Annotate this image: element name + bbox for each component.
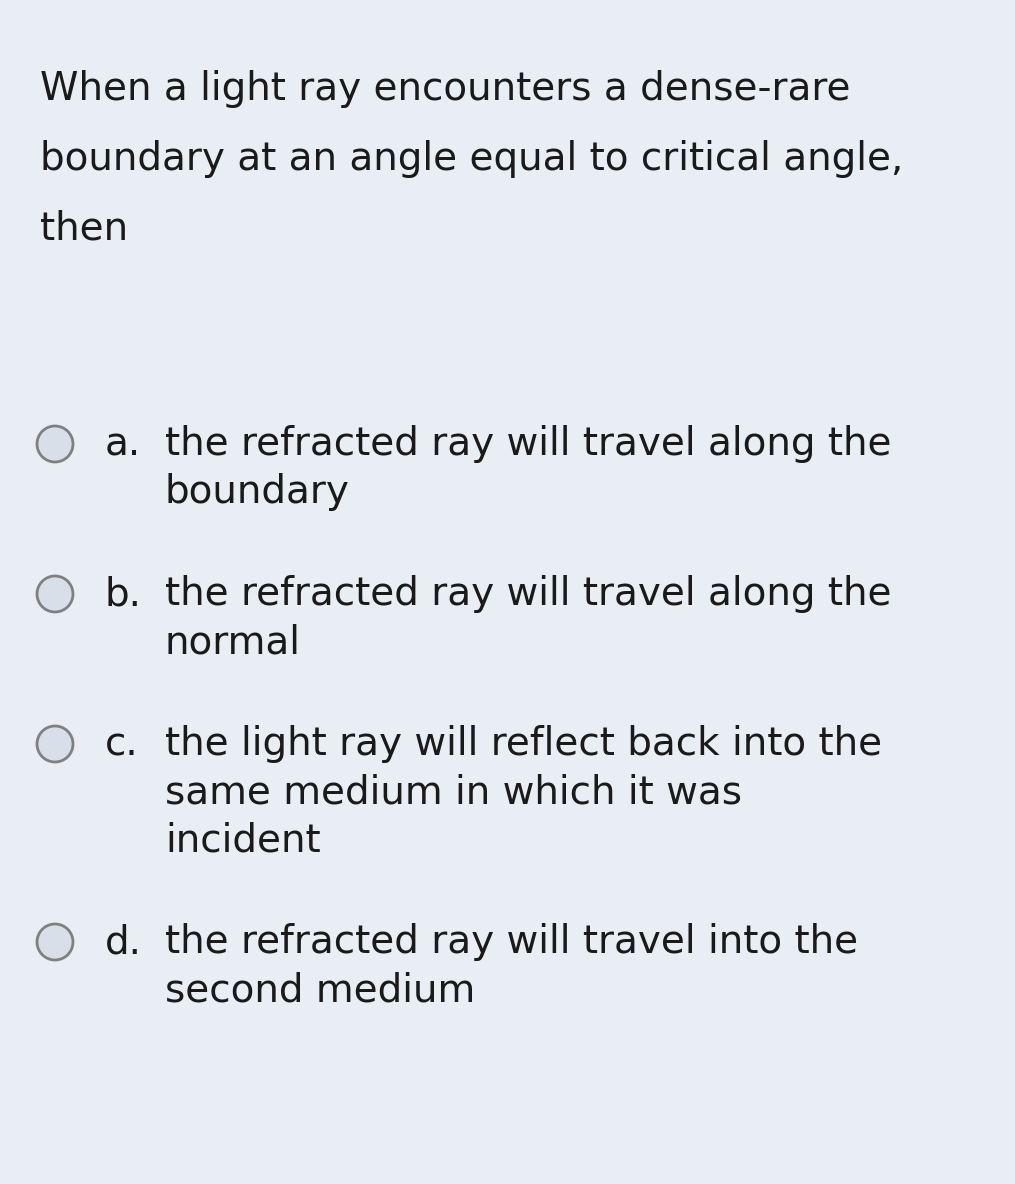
Text: d.: d. bbox=[105, 924, 142, 961]
Text: a.: a. bbox=[105, 425, 141, 463]
Text: same medium in which it was: same medium in which it was bbox=[165, 773, 742, 811]
Circle shape bbox=[37, 924, 73, 960]
Text: the light ray will reflect back into the: the light ray will reflect back into the bbox=[165, 725, 882, 762]
Circle shape bbox=[37, 575, 73, 612]
Text: then: then bbox=[40, 210, 128, 247]
Text: second medium: second medium bbox=[165, 971, 475, 1009]
Text: c.: c. bbox=[105, 725, 139, 762]
Text: the refracted ray will travel into the: the refracted ray will travel into the bbox=[165, 924, 858, 961]
Circle shape bbox=[37, 426, 73, 462]
Text: normal: normal bbox=[165, 623, 301, 661]
Text: incident: incident bbox=[165, 821, 321, 860]
Text: boundary: boundary bbox=[165, 472, 350, 511]
Text: When a light ray encounters a dense-rare: When a light ray encounters a dense-rare bbox=[40, 70, 851, 108]
Circle shape bbox=[37, 726, 73, 762]
Text: the refracted ray will travel along the: the refracted ray will travel along the bbox=[165, 575, 891, 613]
Text: b.: b. bbox=[105, 575, 142, 613]
Text: boundary at an angle equal to critical angle,: boundary at an angle equal to critical a… bbox=[40, 140, 903, 178]
Text: the refracted ray will travel along the: the refracted ray will travel along the bbox=[165, 425, 891, 463]
